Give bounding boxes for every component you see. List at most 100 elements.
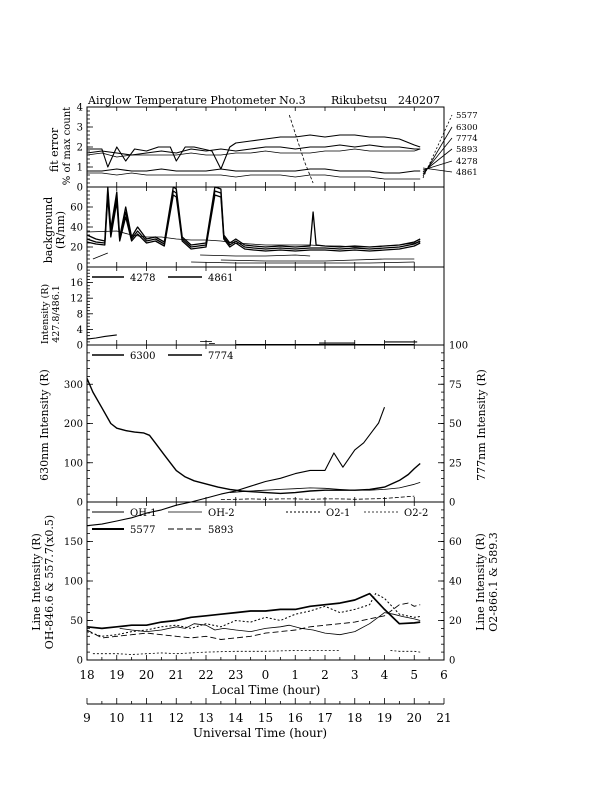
series-line-fe-b <box>86 144 421 156</box>
ytick-label: 12 <box>70 294 83 305</box>
ytick-label: 8 <box>77 309 83 320</box>
ytick-label: 0 <box>77 263 83 274</box>
ytick-right-label: 0 <box>449 656 455 667</box>
blue-ylabel-top: Intensity (R) <box>40 284 51 344</box>
leader-line <box>422 167 453 173</box>
series-line-bg-b <box>86 190 421 250</box>
local-time-tick-label: 19 <box>109 668 124 682</box>
series-line-bg-g <box>220 258 415 262</box>
ytick-right-label: 40 <box>449 577 462 588</box>
legend-5577: 5577 <box>130 525 155 536</box>
ytick-label: 20 <box>70 243 83 254</box>
ytick-label: 300 <box>64 380 83 391</box>
ytick-label: 4 <box>77 325 83 336</box>
line-ylabel-right-top: Line Intensity (R) <box>474 533 487 631</box>
ytick-right-label: 50 <box>449 419 462 430</box>
red-ylabel-left: 630nm Intensity (R) <box>38 369 51 481</box>
series-line-o22 <box>92 650 340 655</box>
ytick-label: 2 <box>77 143 83 154</box>
series-line-o21 <box>86 593 421 637</box>
blue-ylabel-bottom: 427.8/486.1 <box>51 285 62 343</box>
ut-tick-label: 11 <box>139 711 154 725</box>
ytick-label: 1 <box>77 163 83 174</box>
legend-red: 6300 7774 <box>92 351 233 362</box>
ytick-label: 150 <box>64 537 83 548</box>
series-line-bg-e <box>92 252 108 260</box>
background-ylabel-top: background <box>42 197 55 264</box>
station-name: Rikubetsu <box>331 94 387 107</box>
ytick-right-label: 60 <box>449 537 462 548</box>
line-ylabel-right-bottom: O2-866.1 & 589.3 <box>487 532 500 632</box>
ytick-label: 40 <box>70 223 83 234</box>
ytick-label: 60 <box>70 203 83 214</box>
panel-fit-error: 0 1 2 3 4 <box>77 103 445 194</box>
series-line-fe-d <box>87 168 421 174</box>
local-time-tick-label: 20 <box>139 668 154 682</box>
ut-tick-label: 13 <box>198 711 213 725</box>
ytick-right-label: 100 <box>449 341 468 352</box>
ytick-right-label: 25 <box>449 458 462 469</box>
ut-tick-label: 18 <box>347 711 362 725</box>
ut-tick-label: 12 <box>169 711 184 725</box>
ytick-right-label: 75 <box>449 380 462 391</box>
ut-tick-label: 10 <box>109 711 124 725</box>
ytick-label: 100 <box>64 458 83 469</box>
local-time-tick-label: 22 <box>198 668 213 682</box>
local-time-tick-label: 5 <box>410 668 418 682</box>
ut-tick-label: 21 <box>436 711 451 725</box>
legend-4278: 4278 <box>130 273 155 284</box>
ytick-right-label: 0 <box>449 498 455 509</box>
local-time-axis: 18 19 20 21 22 23 0 1 2 3 4 5 6 <box>79 657 448 682</box>
series-line-bg-h <box>191 261 415 264</box>
line-ylabel-left-bottom: OH-846.6 & 557.7(x0.5) <box>43 515 56 649</box>
fit-error-ylabel-bottom: % of max count <box>62 107 73 185</box>
ut-label: Universal Time (hour) <box>193 726 327 740</box>
ytick-label: 100 <box>64 577 83 588</box>
panel-line-intensity: 0 50 100 150 0 20 40 60 <box>64 407 462 667</box>
series-line-ib-a <box>86 334 117 340</box>
series-line-bg-a <box>86 186 421 248</box>
series-line-fe-e <box>87 172 421 180</box>
panel-630-777: 0 100 200 300 0 25 50 75 100 <box>64 341 468 509</box>
fit-error-label-6300: 6300 <box>456 123 478 133</box>
legend-4861: 4861 <box>208 273 233 284</box>
ytick-label: 16 <box>70 278 83 289</box>
ytick-label: 0 <box>77 341 83 352</box>
ytick-label: 3 <box>77 123 83 134</box>
local-time-tick-label: 4 <box>381 668 389 682</box>
series-line-bg-c <box>86 194 421 252</box>
legend-blue: 4278 4861 <box>92 273 233 284</box>
ytick-label: 200 <box>64 419 83 430</box>
ut-tick-label: 9 <box>83 711 91 725</box>
panel-background: 0 20 40 60 <box>70 186 445 274</box>
series-line-bg-d <box>86 230 421 248</box>
chart-title: Airglow Temperature Photometer No.3 <box>87 94 306 107</box>
fit-error-label-7774: 7774 <box>456 134 478 144</box>
local-time-tick-label: 3 <box>351 668 359 682</box>
fit-error-label-5577: 5577 <box>456 111 478 121</box>
ytick-label: 50 <box>70 616 83 627</box>
series-line-bg-f <box>200 254 311 257</box>
series-line-fe-c <box>86 148 421 158</box>
legend-5893: 5893 <box>208 525 233 536</box>
series-line-g5577 <box>86 592 421 630</box>
series-line-r630 <box>86 378 421 495</box>
series-line-na5893 <box>86 602 421 640</box>
ut-tick-label: 14 <box>228 711 244 725</box>
series-line-r777 <box>220 495 415 500</box>
series-line-o22b <box>390 650 421 653</box>
series-line-fe-f <box>288 114 314 184</box>
leader-line <box>422 114 453 179</box>
fit-error-label-4278: 4278 <box>456 157 478 167</box>
legend-6300: 6300 <box>130 351 155 362</box>
ytick-label: 0 <box>77 498 83 509</box>
legend-oh1: OH-1 <box>130 508 157 519</box>
fit-error-label-5893: 5893 <box>456 145 478 155</box>
legend-line-intensity: OH-1 OH-2 O2-1 O2-2 5577 5893 <box>92 508 428 536</box>
local-time-label: Local Time (hour) <box>212 683 321 697</box>
local-time-tick-label: 1 <box>291 668 299 682</box>
local-time-tick-label: 6 <box>440 668 448 682</box>
ytick-right-label: 20 <box>449 616 462 627</box>
fit-error-label-4861: 4861 <box>456 168 478 178</box>
line-ylabel-left-top: Line Intensity (R) <box>30 533 43 631</box>
